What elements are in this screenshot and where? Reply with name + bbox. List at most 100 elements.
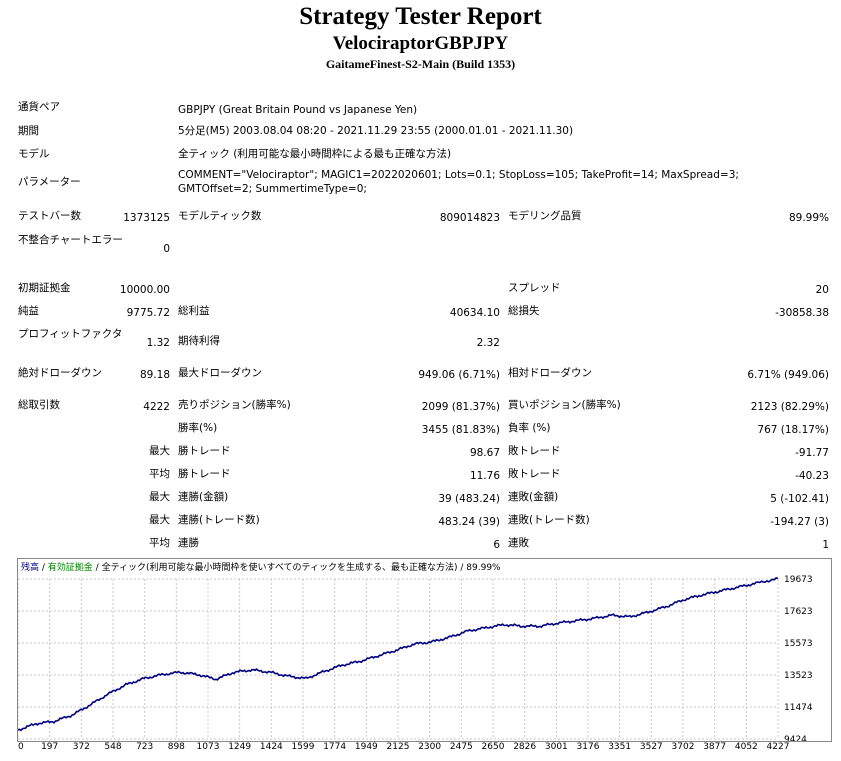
x-tick-label: 2125 [387,742,410,752]
balance-chart: 残高 / 有効証拠金 / 全ティック(利用可能な最小時間枠を使いすべてのティック… [17,558,832,742]
bars-value: 1373125 [123,212,170,224]
server-name: GaitameFinest-S2-Main (Build 1353) [325,57,516,71]
chart-legend: 残高 / 有効証拠金 / 全ティック(利用可能な最小時間枠を使いすべてのティック… [21,561,501,573]
max-drawdown-label: 最大ドローダウン [178,367,262,379]
max-cons-losses-value: 5 (-102.41) [770,493,829,505]
x-tick-label: 723 [136,742,153,752]
x-tick-label: 3001 [545,742,568,752]
x-tick-label: 4052 [735,742,758,752]
period-value: 5分足(M5) 2003.08.04 08:20 - 2021.11.29 23… [178,125,574,137]
mismatch-value: 0 [163,243,170,255]
largest-loss-label: 敗トレード [508,445,561,457]
balance-chart-svg: 残高 / 有効証拠金 / 全ティック(利用可能な最小時間枠を使いすべてのティック… [18,561,813,741]
loss-pct-label: 負率 (%) [508,422,551,434]
max-cons-profit-value: 483.24 (39) [438,516,500,528]
abs-drawdown-value: 89.18 [139,369,170,381]
legend-separator: / [458,563,467,573]
x-tick-label: 3877 [703,742,726,752]
y-axis-labels: 19673 17623 15573 13523 11474 9424 [784,575,813,741]
y-tick-label: 17623 [784,607,813,617]
max-cons-wins-label: 連勝(金額) [178,491,229,503]
win-pct-label: 勝率(%) [178,422,218,434]
x-tick-label: 2475 [450,742,473,752]
legend-separator: / [93,563,102,573]
gross-profit-value: 40634.10 [449,307,500,319]
period-label: 期間 [18,125,39,137]
avg-cons-wins-label: 連勝 [178,537,199,549]
expected-payoff-value: 2.32 [476,337,500,349]
y-tick-label: 19673 [784,575,813,585]
loss-pct-value: 767 (18.17%) [757,424,829,436]
x-tick-label: 1774 [323,742,346,752]
x-tick-label: 197 [41,742,58,752]
win-pct-value: 3455 (81.83%) [421,424,500,436]
model-label: モデル [18,148,50,160]
x-tick-label: 1424 [260,742,283,752]
params-label: パラメーター [18,176,81,188]
deposit-value: 10000.00 [119,284,170,296]
balance-series-line [18,576,779,732]
chart-series [18,576,779,732]
net-value: 9775.72 [126,307,170,319]
short-positions-value: 2099 (81.37%) [421,401,500,413]
x-tick-label: 2650 [482,742,505,752]
spread-label: スプレッド [508,282,561,294]
max-cons-wins-value: 39 (483.24) [438,493,500,505]
x-tick-label: 3351 [608,742,631,752]
report-title: Strategy Tester Report [299,3,542,30]
mismatch-label: 不整合チャートエラー [18,234,123,246]
avg-loss-label: 敗トレード [508,468,561,480]
x-tick-label: 1599 [292,742,315,752]
model-value: 全ティック (利用可能な最小時間枠による最も正確な方法) [178,148,452,160]
x-axis: 0 197 372 548 723 898 1073 1249 1424 1599 1774 1949… [18,742,789,752]
expected-payoff-label: 期待利得 [178,335,220,347]
quality-label: モデリング品質 [508,210,582,222]
total-trades-value: 4222 [143,401,170,413]
bars-label: テストバー数 [18,210,81,222]
y-tick-label: 11474 [784,703,813,713]
long-positions-value: 2123 (82.29%) [750,401,829,413]
ea-name: VelociraptorGBPJPY [332,33,509,54]
profit-factor-label: プロフィットファクタ [18,328,123,340]
x-tick-label: 3176 [577,742,600,752]
avg-cons-wins-value: 6 [493,539,500,551]
x-tick-label: 372 [73,742,90,752]
x-tick-label: 1949 [355,742,378,752]
avg-win-label: 勝トレード [178,468,231,480]
rel-drawdown-label: 相対ドローダウン [508,367,592,379]
max-cons-label: 最大 [149,491,170,503]
largest-win-label: 勝トレード [178,445,231,457]
x-tick-label: 1249 [228,742,251,752]
x-tick-label: 2300 [418,742,441,752]
rel-drawdown-value: 6.71% (949.06) [747,369,829,381]
x-tick-label: 0 [18,742,24,752]
x-tick-label: 3702 [672,742,695,752]
largest-label: 最大 [149,445,170,457]
largest-loss-value: -91.77 [795,447,829,459]
deposit-label: 初期証拠金 [18,282,71,294]
long-positions-label: 買いポジション(勝率%) [508,399,621,411]
ticks-value: 809014823 [439,212,500,224]
avg-loss-value: -40.23 [795,470,829,482]
max-cons-profit-label: 連勝(トレード数) [178,514,260,526]
short-positions-label: 売りポジション(勝率%) [178,399,291,411]
y-tick-label: 15573 [784,639,813,649]
avg-win-value: 11.76 [469,470,500,482]
max-cons-loss-label: 連敗(トレード数) [508,514,590,526]
net-label: 純益 [18,305,39,317]
legend-balance: 残高 [21,561,39,573]
max-drawdown-value: 949.06 (6.71%) [418,369,500,381]
gross-loss-value: -30858.38 [775,307,829,319]
average-label: 平均 [149,468,170,480]
quality-value: 89.99% [788,212,829,224]
x-tick-label: 3527 [640,742,663,752]
params-value: COMMENT="Velociraptor"; MAGIC1=202202060… [178,169,739,195]
total-trades-label: 総取引数 [18,399,60,411]
legend-quality: 89.99% [466,563,501,573]
x-tick-label: 898 [168,742,185,752]
chart-grid [18,578,779,740]
x-tick-label: 1073 [197,742,220,752]
ticks-label: モデルティック数 [178,210,262,222]
symbol-value: GBPJPY (Great Britain Pound vs Japanese … [178,104,418,116]
abs-drawdown-label: 絶対ドローダウン [18,367,102,379]
